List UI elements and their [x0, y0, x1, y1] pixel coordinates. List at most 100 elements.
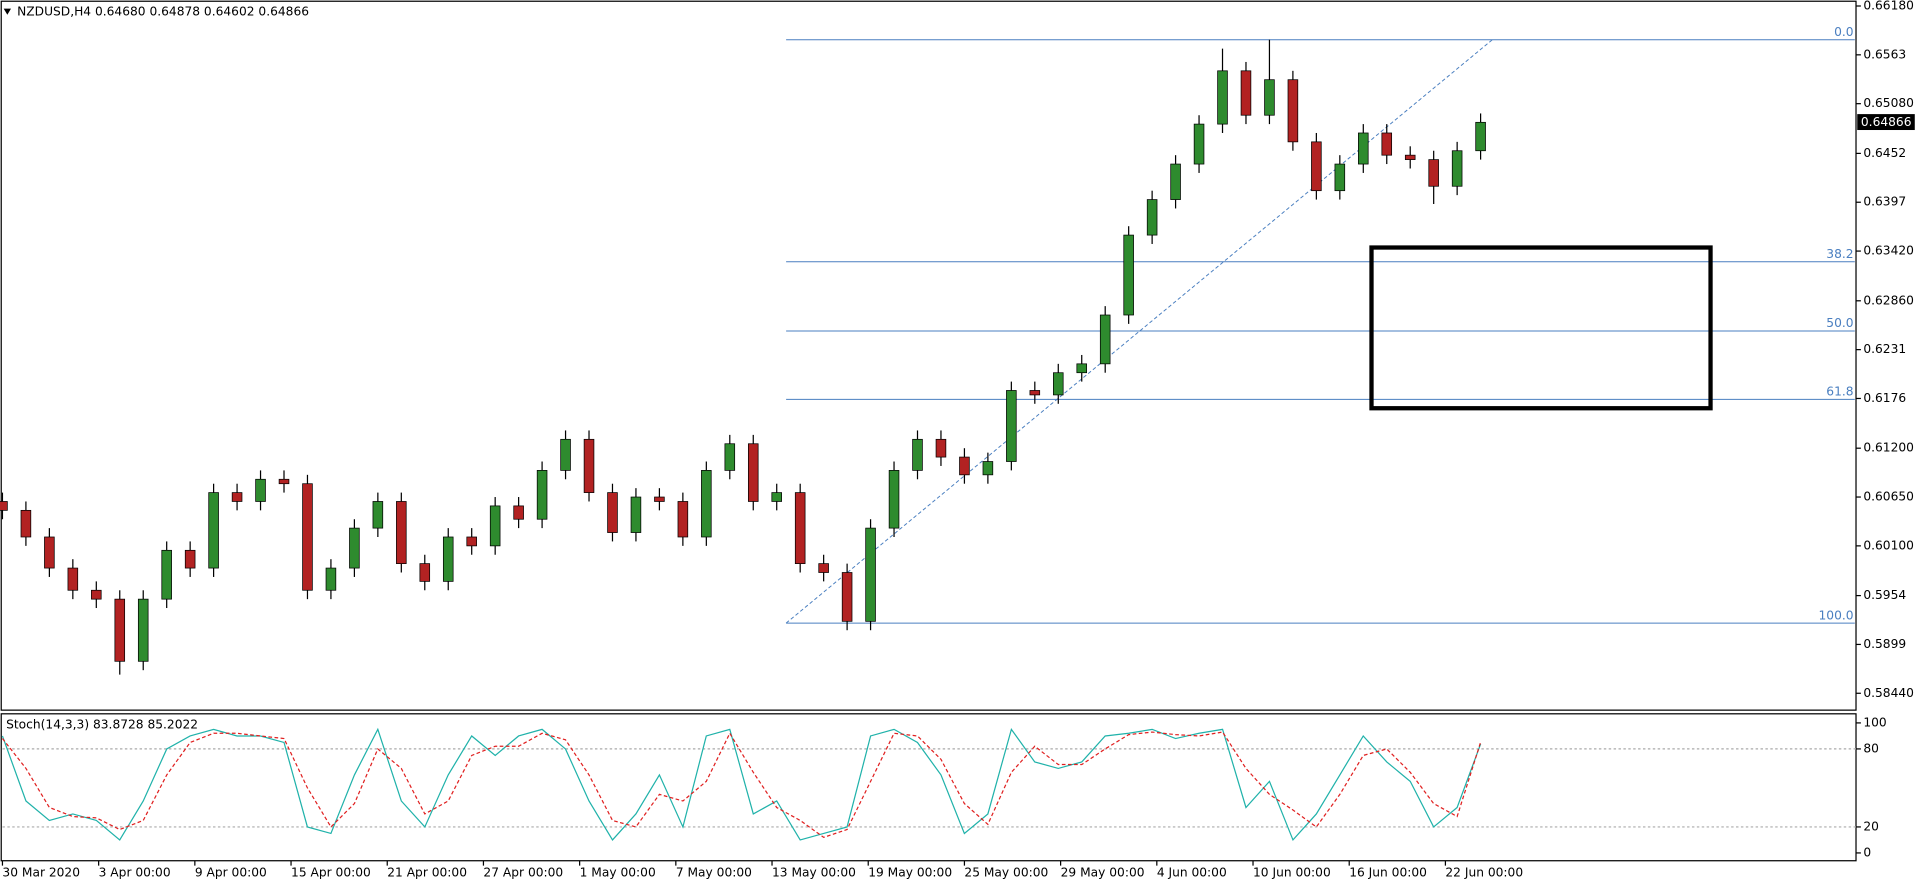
y-tick-label: 0.66180: [1863, 0, 1914, 13]
x-tick-label: 29 May 00:00: [1061, 865, 1145, 879]
fib-label: 61.8: [1826, 385, 1853, 399]
candle-body: [231, 492, 243, 502]
y-tick-label: 0.63420: [1863, 244, 1914, 258]
candle-body: [44, 536, 55, 569]
candle-body: [724, 443, 736, 471]
stoch-line: [1, 727, 1482, 842]
candle-body: [1264, 79, 1275, 116]
y-tick-label: 0.60650: [1863, 490, 1914, 504]
candle-body: [1217, 70, 1228, 125]
candle-body: [1053, 372, 1064, 396]
candle-body: [1334, 163, 1346, 192]
x-tick-label: 16 Jun 00:00: [1349, 865, 1427, 879]
x-tick-label: 19 May 00:00: [868, 865, 952, 879]
y-tick-label: 80: [1863, 741, 1879, 755]
candle-body: [1428, 159, 1439, 187]
candle-body: [325, 567, 337, 591]
y-tick-label: 0.60100: [1863, 538, 1914, 552]
y-tick-label: 20: [1863, 819, 1879, 833]
candle-body: [466, 536, 477, 547]
price-tag-label: 0.64866: [1861, 115, 1912, 129]
candle-body: [278, 478, 290, 485]
x-tick-label: 21 Apr 00:00: [387, 865, 467, 879]
candle-body: [841, 572, 853, 622]
x-tick-label: 9 Apr 00:00: [195, 865, 267, 879]
candle-body: [771, 492, 782, 502]
candle-body: [607, 492, 618, 533]
candle-body: [560, 438, 571, 471]
candle-body: [302, 483, 313, 591]
candle-body: [583, 438, 595, 493]
candle-body: [349, 527, 360, 569]
candle-body: [513, 505, 524, 520]
collapse-icon: [3, 8, 12, 15]
fib-label: 50.0: [1826, 316, 1853, 330]
x-tick-label: 22 Jun 00:00: [1445, 865, 1523, 879]
candle-body: [1099, 314, 1111, 365]
candle-body: [1170, 163, 1181, 200]
candle-body: [982, 461, 994, 476]
candle-body: [935, 438, 947, 458]
x-tick-label: 25 May 00:00: [964, 865, 1048, 879]
candle-body: [442, 536, 454, 582]
candle-body: [161, 549, 172, 600]
y-tick-label: 0.6452: [1863, 146, 1906, 160]
candle-body: [818, 563, 829, 573]
candle-body: [489, 505, 501, 547]
y-tick-label: 0.58440: [1863, 686, 1914, 700]
candle-body: [184, 549, 196, 569]
candle-body: [114, 598, 126, 662]
y-tick-label: 0.5954: [1863, 588, 1906, 602]
candle-body: [0, 501, 8, 511]
candle-body: [1029, 390, 1041, 396]
candle-body: [208, 492, 219, 569]
y-tick-label: 0.62860: [1863, 293, 1914, 307]
candle-body: [536, 470, 548, 520]
candle-body: [1311, 141, 1322, 192]
chart-title: NZDUSD,H4 0.64680 0.64878 0.64602 0.6486…: [17, 5, 309, 19]
candle-body: [794, 492, 806, 564]
y-tick-label: 0.6563: [1863, 47, 1906, 61]
candle-body: [865, 527, 876, 622]
x-tick-label: 27 Apr 00:00: [483, 865, 563, 879]
candle-body: [747, 443, 759, 502]
y-tick-label: 0.6397: [1863, 195, 1906, 209]
rectangle: [1369, 245, 1713, 411]
candle-body: [137, 598, 149, 662]
candle-body: [677, 501, 689, 538]
stoch-title: Stoch(14,3,3) 83.8728 85.2022: [6, 717, 198, 731]
x-tick-label: 1 May 00:00: [580, 865, 656, 879]
x-tick-label: 13 May 00:00: [772, 865, 856, 879]
y-tick-label: 0.65080: [1863, 96, 1914, 110]
candle-body: [959, 456, 970, 476]
candle-body: [1076, 363, 1088, 374]
y-tick-label: 0: [1863, 845, 1871, 859]
candle-body: [654, 496, 665, 502]
candle-body: [396, 501, 407, 564]
candle-body: [67, 567, 79, 591]
candle-body: [912, 438, 923, 471]
candle-body: [372, 501, 384, 529]
candle-body: [701, 470, 712, 538]
x-tick-label: 15 Apr 00:00: [291, 865, 371, 879]
main-panel: [0, 0, 1857, 711]
x-tick-label: 3 Apr 00:00: [99, 865, 171, 879]
x-tick-label: 4 Jun 00:00: [1157, 865, 1227, 879]
price-tag: [1857, 114, 1915, 131]
stoch-line: [1, 731, 1482, 839]
candle-body: [1146, 199, 1158, 236]
candle-body: [91, 589, 102, 600]
fib-label: 0.0: [1834, 25, 1853, 39]
candle-body: [630, 496, 642, 533]
candle-body: [1287, 79, 1299, 143]
y-tick-label: 100: [1863, 715, 1886, 729]
y-tick-label: 0.5899: [1863, 637, 1906, 651]
candle-body: [1404, 154, 1416, 160]
candle-body: [1381, 132, 1393, 156]
candle-body: [1358, 132, 1369, 165]
candle-body: [1475, 121, 1486, 152]
y-tick-label: 0.6176: [1863, 391, 1906, 405]
x-tick-label: 10 Jun 00:00: [1253, 865, 1331, 879]
